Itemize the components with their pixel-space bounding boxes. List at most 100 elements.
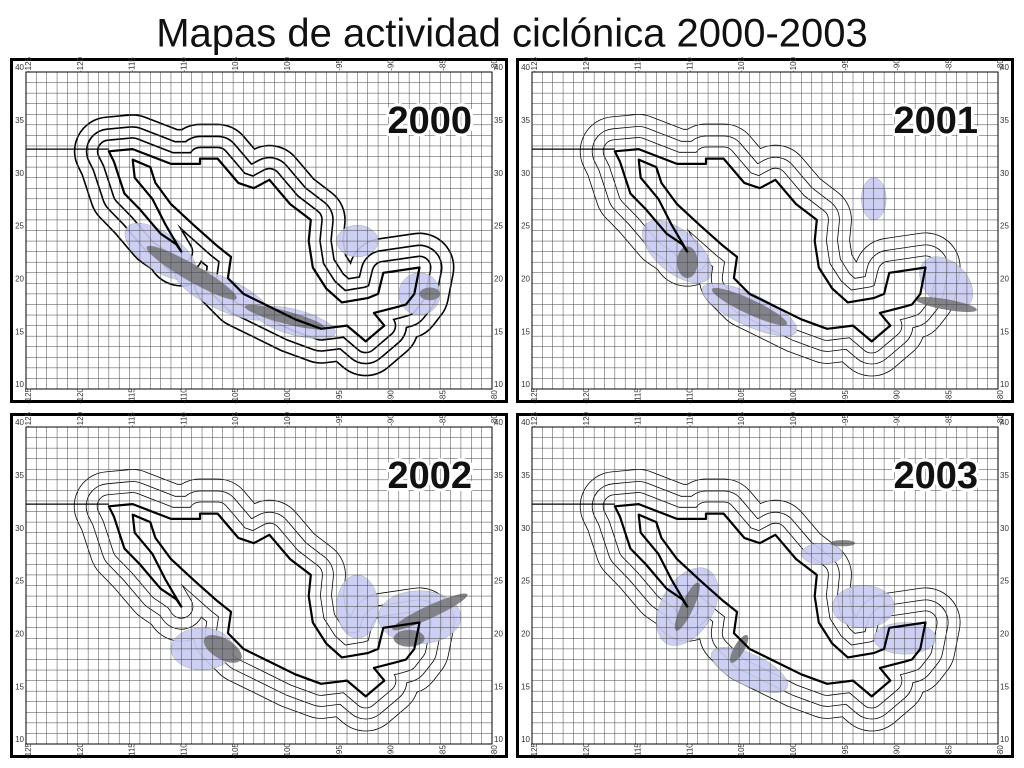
coastline <box>107 503 421 698</box>
latitude-label: 40 <box>521 63 530 72</box>
longitude-label: -95 <box>335 390 344 402</box>
longitude-label: -105 <box>231 411 240 428</box>
panel-border <box>516 413 1014 758</box>
latitude-label: 15 <box>521 682 530 691</box>
longitude-label: -95 <box>335 745 344 757</box>
longitude-label: -100 <box>283 387 292 404</box>
latitude-label: 25 <box>494 577 503 586</box>
longitude-label: -95 <box>841 59 850 71</box>
longitude-label: -85 <box>438 414 447 426</box>
longitude-label: -85 <box>944 390 953 402</box>
latitude-label: 35 <box>521 471 530 480</box>
latitude-label: 10 <box>521 735 530 744</box>
longitude-label: -125 <box>530 387 539 404</box>
longitude-label: -95 <box>335 59 344 71</box>
latitude-label: 30 <box>15 524 24 533</box>
panel-year: 2002 <box>387 455 472 497</box>
longitude-label: -110 <box>685 388 694 404</box>
longitude-label: -120 <box>582 387 591 404</box>
latitude-label: 10 <box>494 735 503 744</box>
panel-year: 2001 <box>893 100 978 142</box>
longitude-label: -105 <box>737 56 746 73</box>
latitude-label: 25 <box>1000 577 1009 586</box>
latitude-label: 15 <box>521 327 530 336</box>
longitude-label: -115 <box>128 743 137 759</box>
latitude-label: 30 <box>521 169 530 178</box>
longitude-label: -80 <box>490 745 499 757</box>
latitude-label: 25 <box>521 577 530 586</box>
latitude-label: 15 <box>15 682 24 691</box>
longitude-label: -80 <box>490 390 499 402</box>
longitude-label: -110 <box>179 388 188 404</box>
longitude-label: -85 <box>944 59 953 71</box>
longitude-label: -90 <box>893 390 902 402</box>
longitude-label: -100 <box>283 56 292 73</box>
longitude-label: -80 <box>490 59 499 71</box>
latitude-label: 20 <box>521 629 530 638</box>
longitude-label: -125 <box>24 411 33 428</box>
latitude-label: 40 <box>1000 63 1009 72</box>
map-area <box>26 427 492 744</box>
longitude-label: -110 <box>685 743 694 759</box>
longitude-label: -80 <box>490 414 499 426</box>
latitude-label: 15 <box>1000 682 1009 691</box>
longitude-label: -110 <box>179 57 188 73</box>
longitude-label: -125 <box>24 387 33 404</box>
longitude-label: -100 <box>283 411 292 428</box>
longitude-label: -80 <box>996 745 1005 757</box>
longitude-label: -90 <box>387 59 396 71</box>
panel-year: 2003 <box>893 455 978 497</box>
latitude-label: 30 <box>494 524 503 533</box>
longitude-label: -120 <box>582 411 591 428</box>
longitude-label: -105 <box>231 742 240 759</box>
longitude-label: -125 <box>24 56 33 73</box>
longitude-label: -115 <box>634 388 643 404</box>
panel-border <box>10 58 508 403</box>
coastline <box>107 148 421 343</box>
latitude-label: 40 <box>15 418 24 427</box>
map-panel: -125 -125 -120 -120 -115 -115 -110 -110 -105 -105… <box>516 411 1014 759</box>
longitude-label: -105 <box>737 742 746 759</box>
latitude-label: 30 <box>1000 169 1009 178</box>
longitude-label: -120 <box>76 742 85 759</box>
latitude-label: 35 <box>15 116 24 125</box>
coastline <box>613 148 927 343</box>
latitude-label: 35 <box>494 116 503 125</box>
longitude-label: -85 <box>438 59 447 71</box>
panel-border <box>10 413 508 758</box>
longitude-label: -90 <box>893 414 902 426</box>
longitude-label: -85 <box>944 745 953 757</box>
latitude-label: 10 <box>1000 735 1009 744</box>
map-frame <box>25 426 493 745</box>
latitude-label: 30 <box>494 169 503 178</box>
longitude-label: -95 <box>841 745 850 757</box>
latitude-label: 20 <box>521 274 530 283</box>
latitude-label: 25 <box>15 577 24 586</box>
longitude-label: -90 <box>387 390 396 402</box>
longitude-label: -100 <box>789 411 798 428</box>
longitude-label: -90 <box>893 745 902 757</box>
longitude-label: -115 <box>634 743 643 759</box>
latitude-label: 15 <box>15 327 24 336</box>
map-panel: -125 -125 -120 -120 -115 -115 -110 -110 -105 -105… <box>10 56 508 404</box>
latitude-label: 25 <box>1000 222 1009 231</box>
map-frame <box>531 426 999 745</box>
longitude-label: -85 <box>438 745 447 757</box>
longitude-label: -125 <box>24 742 33 759</box>
latitude-label: 30 <box>1000 524 1009 533</box>
longitude-label: -95 <box>841 390 850 402</box>
latitude-label: 25 <box>15 222 24 231</box>
latitude-label: 35 <box>1000 116 1009 125</box>
latitude-label: 20 <box>15 274 24 283</box>
longitude-label: -105 <box>231 56 240 73</box>
longitude-label: -115 <box>128 57 137 73</box>
map-panel: -125 -125 -120 -120 -115 -115 -110 -110 -105 -105… <box>516 56 1014 404</box>
longitude-label: -105 <box>737 387 746 404</box>
latitude-label: 20 <box>15 629 24 638</box>
longitude-label: -80 <box>996 59 1005 71</box>
longitude-label: -110 <box>685 412 694 428</box>
latitude-label: 20 <box>494 274 503 283</box>
longitude-label: -100 <box>789 742 798 759</box>
longitude-label: -125 <box>530 411 539 428</box>
latitude-label: 15 <box>494 327 503 336</box>
